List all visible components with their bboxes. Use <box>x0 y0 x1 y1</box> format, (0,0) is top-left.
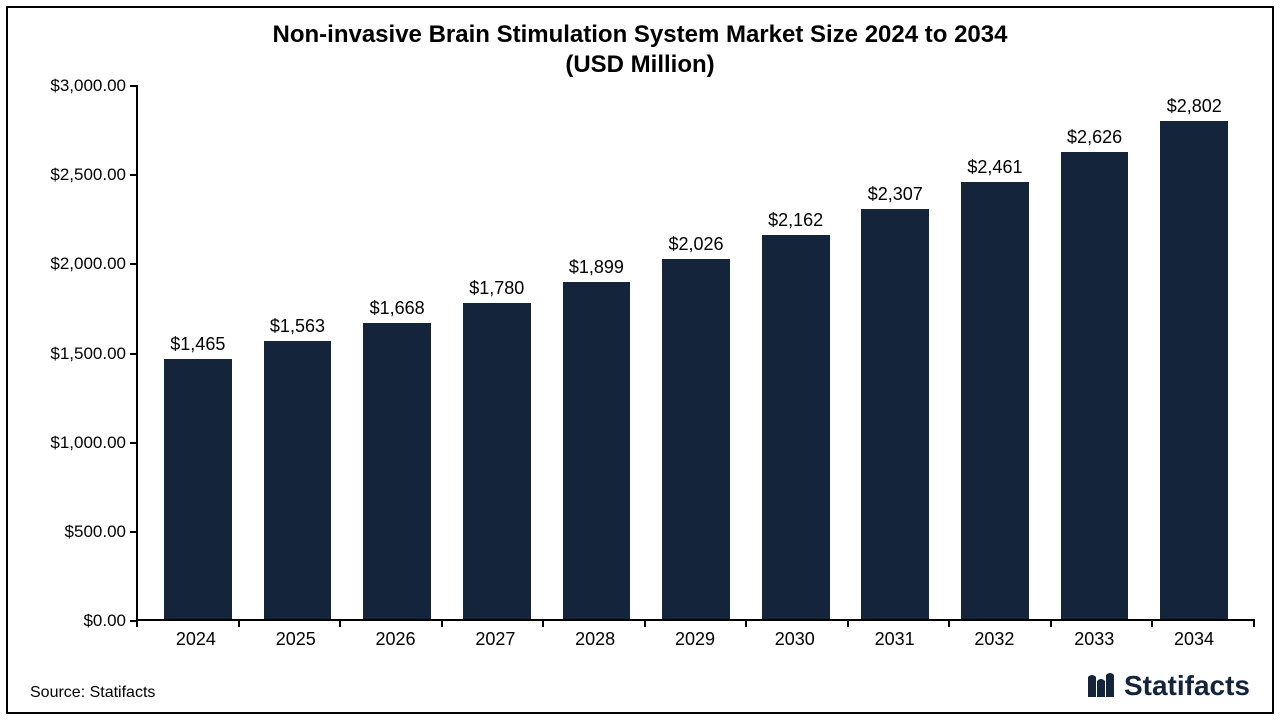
x-tickmark <box>238 619 240 627</box>
bar <box>662 259 730 619</box>
x-tickmark <box>847 619 849 627</box>
bar-value-label: $1,563 <box>270 316 325 337</box>
y-tick-label: $0.00 <box>83 611 126 631</box>
bar-slot: $1,563 <box>248 86 348 619</box>
x-axis-label: 2030 <box>745 629 845 650</box>
y-tick-label: $3,000.00 <box>50 76 126 96</box>
bar-value-label: $1,465 <box>170 334 225 355</box>
plot: $1,465 $1,563 $1,668 $1,780 $1,899 $2,026 $2,1… <box>136 86 1254 621</box>
x-axis-label: 2025 <box>246 629 346 650</box>
y-axis: $0.00$500.00$1,000.00$1,500.00$2,000.00$… <box>26 86 136 621</box>
bar-slot: $2,802 <box>1144 86 1244 619</box>
bar-slot: $1,780 <box>447 86 547 619</box>
bar <box>463 303 531 619</box>
x-axis-label: 2033 <box>1044 629 1144 650</box>
chart-card: Non-invasive Brain Stimulation System Ma… <box>6 6 1274 714</box>
bar <box>164 359 232 619</box>
x-axis-label: 2027 <box>445 629 545 650</box>
bar-value-label: $1,780 <box>469 278 524 299</box>
y-tick-label: $2,500.00 <box>50 165 126 185</box>
bar-value-label: $1,668 <box>370 298 425 319</box>
brand-name: Statifacts <box>1124 670 1250 702</box>
plot-row: $0.00$500.00$1,000.00$1,500.00$2,000.00$… <box>26 86 1254 621</box>
bar-value-label: $2,162 <box>768 210 823 231</box>
x-tickmark <box>542 619 544 627</box>
y-tick-label: $1,500.00 <box>50 344 126 364</box>
x-axis-label: 2031 <box>845 629 945 650</box>
bar-value-label: $2,307 <box>868 184 923 205</box>
x-axis-label: 2029 <box>645 629 745 650</box>
y-tick-label: $500.00 <box>65 522 126 542</box>
x-tickmark <box>1050 619 1052 627</box>
bar-slot: $1,465 <box>148 86 248 619</box>
bar-value-label: $2,626 <box>1067 127 1122 148</box>
title-line-2: (USD Million) <box>26 50 1254 80</box>
x-axis-label: 2034 <box>1144 629 1244 650</box>
x-tickmark <box>1151 619 1153 627</box>
x-axis-label: 2024 <box>146 629 246 650</box>
x-axis-label: 2032 <box>945 629 1045 650</box>
y-tick-label: $2,000.00 <box>50 254 126 274</box>
bar-value-label: $2,802 <box>1167 96 1222 117</box>
bar-value-label: $2,461 <box>967 157 1022 178</box>
bar <box>961 182 1029 619</box>
bar-slot: $2,626 <box>1045 86 1145 619</box>
chart-area: $0.00 $500.00 $1,000.00 $1,500.00 $2,000.00 $… <box>26 86 1254 650</box>
chart-title: Non-invasive Brain Stimulation System Ma… <box>26 20 1254 80</box>
x-tickmark <box>644 619 646 627</box>
bar-slot: $1,668 <box>347 86 447 619</box>
bar-slot: $2,461 <box>945 86 1045 619</box>
source-text: Source: Statifacts <box>30 684 155 702</box>
x-tickmark <box>745 619 747 627</box>
x-tickmarks <box>137 619 1254 627</box>
x-tickmark <box>136 619 138 627</box>
bar <box>1160 121 1228 619</box>
bar <box>1061 152 1129 619</box>
bar-slot: $1,899 <box>547 86 647 619</box>
brand: Statifacts <box>1086 670 1250 702</box>
bar-slot: $2,026 <box>646 86 746 619</box>
bar-slot: $2,162 <box>746 86 846 619</box>
x-axis-label: 2026 <box>346 629 446 650</box>
x-tickmark <box>1253 619 1255 627</box>
x-tickmark <box>339 619 341 627</box>
x-axis-label: 2028 <box>545 629 645 650</box>
bar <box>264 341 332 619</box>
x-tickmark <box>948 619 950 627</box>
footer: Source: Statifacts Statifacts <box>26 670 1254 704</box>
bar-value-label: $2,026 <box>668 234 723 255</box>
title-line-1: Non-invasive Brain Stimulation System Ma… <box>26 20 1254 50</box>
bars-container: $1,465 $1,563 $1,668 $1,780 $1,899 $2,026 $2,1… <box>138 86 1254 619</box>
y-tick-label: $1,000.00 <box>50 433 126 453</box>
bar <box>363 323 431 619</box>
x-tickmark <box>441 619 443 627</box>
bar <box>563 282 631 619</box>
bar-value-label: $1,899 <box>569 257 624 278</box>
brand-logo-icon <box>1086 671 1116 701</box>
bar <box>861 209 929 619</box>
bar-slot: $2,307 <box>845 86 945 619</box>
bar <box>762 235 830 619</box>
